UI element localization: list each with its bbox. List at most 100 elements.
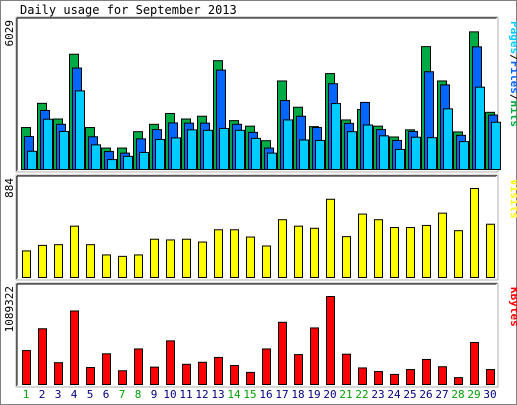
kbytes-bar-kbytes-day-30	[486, 369, 495, 386]
visits-bar-visits-day-22	[358, 213, 367, 279]
visits-bar-visits-day-18	[294, 225, 303, 278]
day-label-9: 9	[151, 388, 158, 401]
kbytes-bar-kbytes-day-19	[310, 327, 319, 385]
frame-shadow	[15, 282, 499, 388]
axis-label-part: Hits	[508, 101, 517, 128]
visits-bar-visits-day-20	[326, 198, 335, 279]
pages-files-hits-panel-frame	[15, 16, 499, 173]
day-label-30: 30	[483, 388, 496, 401]
chart-title: Daily usage for September 2013	[20, 3, 237, 17]
kbytes-bar-kbytes-day-24	[390, 373, 399, 386]
pages-files-hits-bar-pages-day-21	[347, 131, 357, 171]
frame-shadow	[15, 16, 499, 173]
kbytes-max-label: 1089322	[3, 286, 16, 332]
kbytes-bar-kbytes-day-9	[150, 366, 159, 386]
day-label-27: 27	[435, 388, 448, 401]
day-label-1: 1	[23, 388, 30, 401]
axis-label-part: KBytes	[508, 287, 517, 327]
pages-files-hits-bar-pages-day-11	[187, 129, 197, 171]
axis-label-part: Files	[508, 61, 517, 94]
visits-bar-visits-day-16	[262, 245, 271, 279]
visits-bar-visits-day-10	[166, 239, 175, 279]
day-label-16: 16	[259, 388, 272, 401]
kbytes-bar-kbytes-day-20	[326, 296, 335, 385]
kbytes-bar-kbytes-day-4	[70, 310, 79, 386]
visits-bar-visits-day-9	[150, 238, 159, 278]
kbytes-bar-kbytes-day-5	[86, 367, 95, 385]
day-label-11: 11	[179, 388, 192, 401]
day-label-12: 12	[195, 388, 208, 401]
axis-label-part: /	[508, 94, 517, 101]
kbytes-bar-kbytes-day-1	[22, 350, 31, 386]
visits-bar-visits-day-29	[470, 188, 479, 278]
kbytes-bar-kbytes-day-22	[358, 367, 367, 385]
pages-files-hits-bar-pages-day-18	[299, 139, 309, 171]
pages-files-hits-bar-pages-day-2	[43, 118, 53, 170]
day-label-5: 5	[87, 388, 94, 401]
axis-label-part: Pages	[508, 21, 517, 54]
frame-shadow	[15, 174, 499, 281]
day-label-20: 20	[323, 388, 336, 401]
kbytes-bar-kbytes-day-8	[134, 348, 143, 385]
day-label-17: 17	[275, 388, 288, 401]
pages-files-hits-bar-pages-day-7	[123, 155, 133, 171]
day-label-6: 6	[103, 388, 110, 401]
visits-panel-frame	[15, 174, 499, 281]
kbytes-bar-kbytes-day-26	[422, 358, 431, 386]
pages-files-hits-bar-pages-day-27	[443, 108, 453, 170]
pages-files-hits-bar-pages-day-1	[27, 150, 37, 170]
kbytes-bar-kbytes-day-15	[246, 371, 255, 386]
kbytes-panel-frame	[15, 282, 499, 388]
visits-bar-visits-day-7	[118, 255, 127, 278]
axis-label-part: Visits	[508, 179, 517, 219]
visits-bar-visits-day-2	[38, 244, 47, 278]
day-label-19: 19	[307, 388, 320, 401]
axis-label-part: /	[508, 54, 517, 61]
visits-max-label: 884	[3, 178, 16, 198]
visits-bar-visits-day-12	[198, 241, 207, 278]
visits-bar-visits-day-27	[438, 212, 447, 278]
pages-files-hits-bar-pages-day-26	[427, 137, 437, 170]
day-label-2: 2	[39, 388, 46, 401]
pages-files-hits-axis-label: Pages/Files/Hits	[508, 21, 517, 127]
pages-files-hits-bar-pages-day-9	[155, 139, 165, 171]
pages-files-hits-bar-pages-day-13	[219, 127, 229, 170]
kbytes-bar-kbytes-day-29	[470, 341, 479, 385]
pages-files-hits-bar-pages-day-20	[331, 103, 341, 170]
kbytes-bar-kbytes-day-28	[454, 377, 463, 385]
pages-files-hits-bar-pages-day-16	[267, 152, 277, 170]
visits-bar-visits-day-26	[422, 224, 431, 278]
pages-files-hits-bar-pages-day-4	[75, 90, 85, 170]
visits-bar-visits-day-4	[70, 225, 79, 278]
kbytes-bar-kbytes-day-3	[54, 362, 63, 385]
visits-bar-visits-day-15	[246, 236, 255, 278]
pages-files-hits-bar-pages-day-14	[235, 129, 245, 171]
day-label-18: 18	[291, 388, 304, 401]
visits-bar-visits-day-14	[230, 229, 239, 278]
pages-files-hits-bar-pages-day-23	[379, 135, 389, 170]
kbytes-bar-kbytes-day-2	[38, 328, 47, 386]
visits-bar-visits-day-19	[310, 227, 319, 278]
visits-bar-visits-day-3	[54, 244, 63, 278]
day-label-4: 4	[71, 388, 78, 401]
day-label-3: 3	[55, 388, 62, 401]
kbytes-bar-kbytes-day-13	[214, 356, 223, 385]
pages-files-hits-bar-pages-day-19	[315, 139, 325, 171]
pages-files-hits-bar-pages-day-25	[411, 136, 421, 170]
kbytes-bar-kbytes-day-21	[342, 353, 351, 386]
pages-files-hits-max-label: 6029	[3, 20, 16, 47]
pages-files-hits-bar-pages-day-5	[91, 144, 101, 171]
day-label-26: 26	[419, 388, 432, 401]
pages-files-hits-bar-pages-day-3	[59, 130, 69, 170]
pages-files-hits-bar-pages-day-12	[203, 129, 213, 171]
kbytes-bar-kbytes-day-17	[278, 321, 287, 386]
pages-files-hits-bar-pages-day-15	[251, 137, 261, 171]
kbytes-bar-kbytes-day-10	[166, 340, 175, 385]
visits-bar-visits-day-28	[454, 230, 463, 278]
pages-files-hits-bar-pages-day-8	[139, 151, 149, 171]
pages-files-hits-bar-pages-day-10	[171, 137, 181, 171]
day-label-15: 15	[243, 388, 256, 401]
day-label-24: 24	[387, 388, 401, 401]
